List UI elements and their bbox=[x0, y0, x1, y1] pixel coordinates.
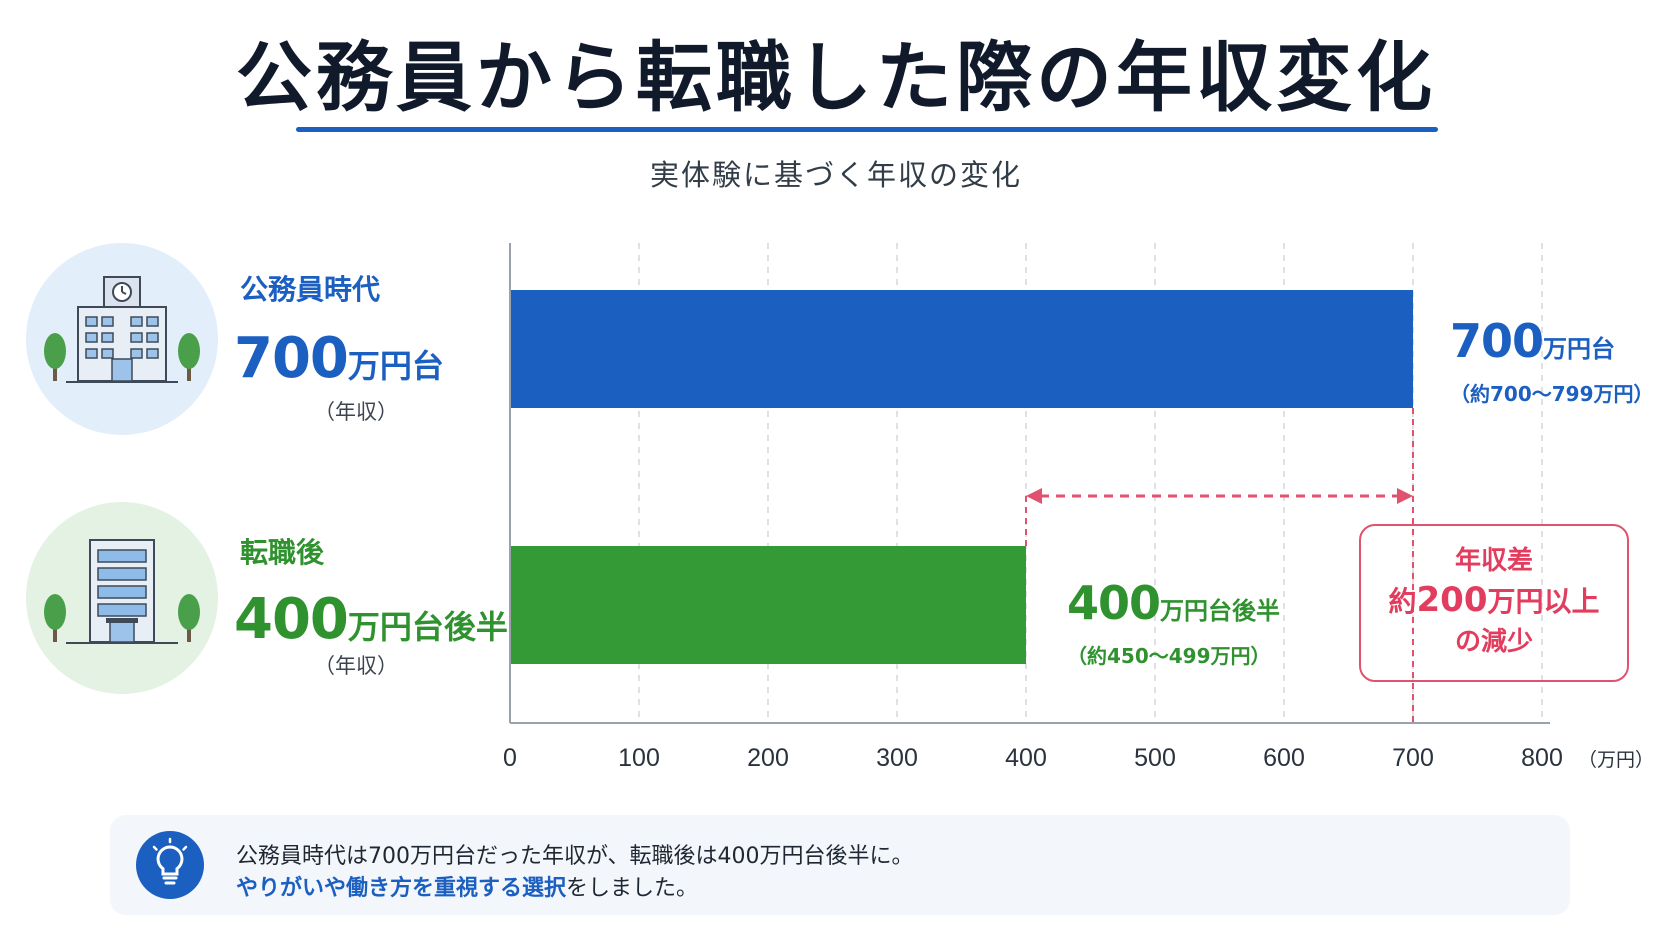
summary-line-1: 公務員時代は700万円台だった年収が、転職後は400万円台後半に。 bbox=[236, 844, 914, 869]
row-value-after: 400万円台後半 bbox=[234, 587, 508, 652]
bar-value-label-before: 700万円台 bbox=[1450, 314, 1616, 368]
page-subtitle: 実体験に基づく年収の変化 bbox=[649, 158, 1022, 192]
row-name-after: 転職後 bbox=[240, 536, 325, 569]
row-value-before: 700万円台 bbox=[234, 326, 444, 391]
summary-highlight: やりがいや働き方を重視する選択 bbox=[236, 876, 567, 901]
lightbulb-icon bbox=[136, 831, 204, 899]
difference-title: 年収差 bbox=[1454, 546, 1533, 576]
bar-after bbox=[510, 546, 1026, 664]
row-name-before: 公務員時代 bbox=[240, 273, 381, 306]
office-building-icon bbox=[26, 502, 218, 694]
x-tick-label: 0 bbox=[503, 744, 517, 772]
x-tick-label: 400 bbox=[1005, 744, 1047, 772]
government-building-icon bbox=[26, 243, 218, 435]
x-tick-label: 200 bbox=[747, 744, 789, 772]
x-tick-label: 800 bbox=[1521, 744, 1563, 772]
income-difference-callout: 年収差 約200万円以上 の減少 bbox=[1359, 524, 1629, 682]
x-tick-label: 700 bbox=[1392, 744, 1434, 772]
arrow-head-right bbox=[1397, 488, 1413, 504]
difference-caption: の減少 bbox=[1454, 627, 1533, 657]
row-note-before: （年収） bbox=[314, 400, 398, 424]
x-unit-label: （万円） bbox=[1578, 749, 1654, 771]
x-tick-label: 300 bbox=[876, 744, 918, 772]
bar-before bbox=[510, 290, 1413, 408]
difference-amount: 約200万円以上 bbox=[1388, 580, 1600, 620]
x-tick-label: 100 bbox=[618, 744, 660, 772]
summary-line-2: やりがいや働き方を重視する選択をしました。 bbox=[236, 876, 699, 901]
summary-note bbox=[110, 815, 1570, 915]
bar-range-label-after: （約450〜499万円） bbox=[1067, 644, 1271, 668]
page-title: 公務員から転職した際の年収変化 bbox=[236, 33, 1436, 122]
title-underline bbox=[296, 127, 1438, 132]
bar-range-label-before: （約700〜799万円） bbox=[1450, 382, 1654, 406]
bar-value-label-after: 400万円台後半 bbox=[1067, 576, 1281, 630]
arrow-head-left bbox=[1026, 488, 1042, 504]
x-tick-label: 600 bbox=[1263, 744, 1305, 772]
row-note-after: （年収） bbox=[314, 654, 398, 678]
x-tick-label: 500 bbox=[1134, 744, 1176, 772]
